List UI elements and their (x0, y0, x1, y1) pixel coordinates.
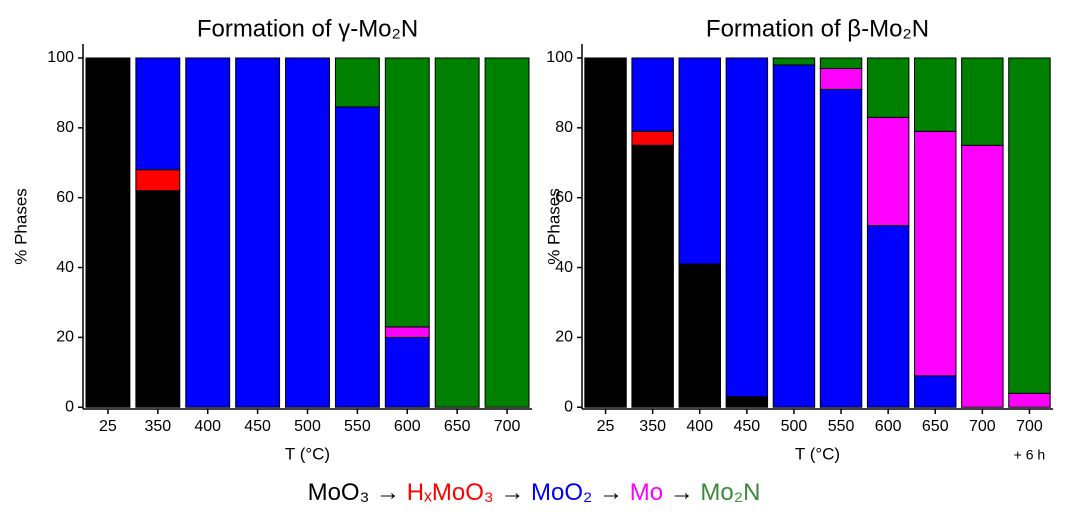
bar-segment (484, 57, 530, 408)
bar-segment (866, 116, 910, 227)
x-annotation: + 6 h (1014, 447, 1046, 463)
arrow: → (592, 479, 629, 506)
bar-segment (631, 57, 674, 132)
y-axis-label: % Phases (11, 188, 30, 265)
x-tick-label: 450 (244, 418, 271, 435)
y-tick-label: 20 (56, 329, 74, 346)
chart-title: Formation of β-Mo₂N (706, 15, 929, 42)
bar-segment (772, 64, 816, 408)
bar-segment (384, 57, 430, 328)
arrow: → (663, 479, 700, 506)
x-tick-label: 700 (1016, 418, 1043, 435)
y-tick-label: 100 (546, 49, 573, 66)
bar-segment (334, 106, 380, 408)
bar-segment (135, 169, 181, 192)
x-axis-label: T (°C) (285, 444, 330, 463)
scheme-species: HₓMoO₃ (407, 479, 494, 506)
y-tick-label: 60 (555, 189, 573, 206)
x-tick-label: 400 (686, 418, 713, 435)
x-tick-label: 350 (144, 418, 171, 435)
bar-segment (819, 67, 863, 90)
bar-segment (961, 57, 1004, 146)
bar-segment (819, 57, 863, 69)
bar-segment (961, 144, 1004, 408)
x-axis-label: T (°C) (795, 444, 840, 463)
y-tick-label: 40 (56, 259, 74, 276)
y-tick-label: 80 (555, 119, 573, 136)
x-tick-label: 700 (969, 418, 996, 435)
x-tick-label: 700 (494, 418, 521, 435)
reaction-scheme: MoO₃ → HₓMoO₃ → MoO₂ → Mo → Mo₂N (308, 479, 761, 506)
bar-segment (384, 326, 430, 338)
x-tick-label: 500 (294, 418, 321, 435)
bar-segment (866, 57, 910, 118)
y-tick-label: 80 (56, 119, 74, 136)
bar-segment (914, 375, 957, 408)
x-tick-label: 400 (194, 418, 221, 435)
chart-title: Formation of γ-Mo₂N (197, 15, 418, 42)
bar-segment (631, 130, 674, 146)
bar-segment (135, 190, 181, 408)
scheme-species: Mo (630, 479, 663, 506)
bar-segment (725, 396, 769, 408)
x-tick-label: 600 (875, 418, 902, 435)
x-tick-label: 600 (394, 418, 421, 435)
x-tick-label: 550 (344, 418, 371, 435)
x-tick-label: 25 (597, 418, 615, 435)
scheme-species: MoO₂ (531, 479, 592, 506)
bar-segment (285, 57, 330, 408)
y-tick-label: 40 (555, 259, 573, 276)
bar-segment (334, 57, 380, 108)
bar-segment (235, 57, 281, 408)
bar-segment (772, 57, 816, 66)
y-axis-label: % Phases (544, 188, 563, 265)
bar-segment (584, 57, 627, 408)
bar-segment (135, 57, 181, 171)
bar-segment (185, 57, 231, 408)
x-tick-label: 350 (639, 418, 666, 435)
bar-segment (631, 144, 674, 408)
scheme-species: Mo₂N (700, 479, 760, 506)
bar-segment (678, 57, 721, 265)
x-tick-label: 500 (781, 418, 808, 435)
y-tick-label: 60 (56, 189, 74, 206)
y-tick-label: 0 (564, 398, 573, 415)
y-tick-label: 100 (47, 49, 74, 66)
bar-segment (725, 57, 769, 398)
bar-segment (819, 88, 863, 408)
bar-segment (678, 263, 721, 408)
bar-segment (384, 336, 430, 408)
bar-segment (434, 57, 480, 408)
y-tick-label: 0 (65, 398, 74, 415)
bar-segment (85, 57, 131, 408)
x-tick-label: 650 (922, 418, 949, 435)
arrow: → (494, 479, 531, 506)
bar-segment (1008, 392, 1051, 408)
y-tick-label: 20 (555, 329, 573, 346)
arrow: → (369, 479, 406, 506)
x-tick-label: 550 (828, 418, 855, 435)
bar-segment (914, 57, 957, 132)
x-tick-label: 25 (99, 418, 117, 435)
bar-segment (866, 225, 910, 408)
bar-segment (914, 130, 957, 377)
x-tick-label: 650 (444, 418, 471, 435)
x-tick-label: 450 (733, 418, 760, 435)
bar-segment (1008, 57, 1051, 394)
scheme-species: MoO₃ (308, 479, 370, 506)
